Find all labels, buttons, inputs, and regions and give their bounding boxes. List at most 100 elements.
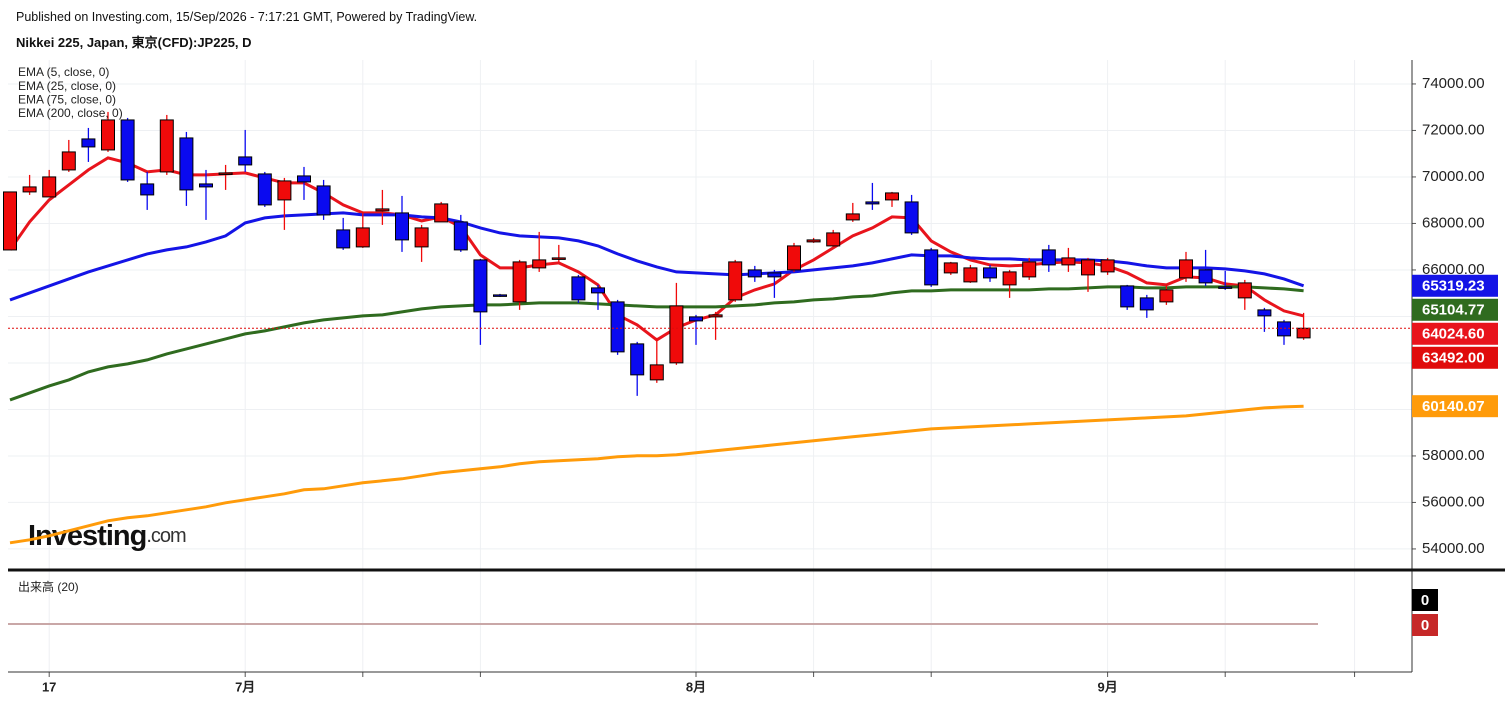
volume-tag <box>1412 589 1438 611</box>
x-tick-label: 7月 <box>235 679 255 694</box>
price-tag <box>1412 274 1498 297</box>
candle-body <box>277 180 292 201</box>
legend-entry: EMA (200, close, 0) <box>18 106 123 120</box>
candle-body <box>649 364 664 381</box>
candle-body <box>610 301 625 353</box>
candle-body <box>532 259 547 269</box>
candle-body <box>943 262 958 274</box>
candle-body <box>1198 269 1213 284</box>
candle-body <box>1179 259 1193 279</box>
price-tag-label: 60140.07 <box>1422 398 1485 415</box>
candle-body <box>512 261 527 303</box>
candle-body <box>61 151 76 171</box>
candle-body <box>904 201 919 234</box>
candle-body <box>689 316 703 322</box>
candle-body <box>708 314 723 318</box>
candle-body <box>257 173 272 206</box>
candle-body <box>179 137 194 191</box>
candle-body <box>414 227 429 248</box>
candle-body <box>453 221 468 251</box>
candle-body <box>963 267 978 283</box>
candle-body <box>101 119 115 151</box>
candle-body <box>22 186 37 193</box>
candle-body <box>1277 321 1291 337</box>
candle-body <box>885 192 899 201</box>
price-tag-label: 65104.77 <box>1422 302 1485 319</box>
candle-body <box>1081 259 1095 276</box>
legend-entry: EMA (5, close, 0) <box>18 65 109 79</box>
ema-line <box>9 404 1304 545</box>
candle-body <box>983 267 997 279</box>
volume-tag-label: 0 <box>1421 617 1429 634</box>
candle-body <box>806 239 821 243</box>
candle-body <box>199 183 213 188</box>
candle-body <box>336 229 351 249</box>
candle-body <box>826 232 841 247</box>
candle-body <box>1041 249 1056 266</box>
price-tag <box>1412 395 1498 418</box>
x-tick-label: 8月 <box>686 679 706 694</box>
candle-body <box>42 176 57 198</box>
candle-body <box>493 294 507 297</box>
price-tag-label: 65319.23 <box>1422 278 1485 295</box>
y-tick-label: 54000.00 <box>1422 540 1485 557</box>
candle-body <box>1120 285 1135 308</box>
price-tag <box>1412 346 1498 369</box>
y-tick-label: 68000.00 <box>1422 214 1485 231</box>
candle-body <box>297 175 311 183</box>
x-tick-label: 9月 <box>1097 679 1117 694</box>
candle-body <box>747 269 762 278</box>
price-tag-label: 64024.60 <box>1422 326 1485 343</box>
legend-entry: EMA (75, close, 0) <box>18 92 116 106</box>
y-tick-label: 70000.00 <box>1422 168 1485 185</box>
candle-body <box>473 259 488 313</box>
candle-body <box>669 305 684 364</box>
candle-body <box>159 119 174 173</box>
candle-body <box>375 208 390 212</box>
candle-body <box>395 212 409 241</box>
candle-body <box>434 203 449 223</box>
x-tick-label: 17 <box>42 679 56 694</box>
volume-label: 出来高 (20) <box>18 579 79 594</box>
grid-layer <box>8 60 1412 672</box>
candle-body <box>787 245 801 271</box>
candle-body <box>591 287 605 294</box>
candle-body <box>1139 297 1154 311</box>
candle-body <box>1061 257 1076 266</box>
candle-body <box>1100 259 1115 273</box>
price-tag <box>1412 298 1498 321</box>
candle-body <box>3 191 17 251</box>
candle-body <box>1022 261 1037 278</box>
candle-body <box>140 183 155 196</box>
candle-body <box>551 257 566 260</box>
published-note: Published on Investing.com, 15/Sep/2026 … <box>16 10 478 24</box>
candle-body <box>865 201 880 205</box>
y-tick-label: 66000.00 <box>1422 261 1485 278</box>
candle-body <box>1257 309 1272 317</box>
instrument-title: Nikkei 225, Japan, 東京(CFD):JP225, D <box>16 35 252 50</box>
y-tick-label: 72000.00 <box>1422 121 1485 138</box>
candle-body <box>238 156 253 166</box>
candle-body <box>218 172 233 175</box>
price-tag <box>1412 322 1498 345</box>
y-tick-label: 74000.00 <box>1422 75 1485 92</box>
y-tick-label: 58000.00 <box>1422 447 1485 464</box>
candle-body <box>1296 327 1311 339</box>
candle-body <box>316 185 331 216</box>
candle-body <box>1237 282 1252 299</box>
candle-body <box>767 272 782 278</box>
volume-tag <box>1412 614 1438 636</box>
candle-body <box>120 119 135 181</box>
candle-body <box>1159 289 1174 303</box>
candle-body <box>728 261 743 301</box>
volume-tag-label: 0 <box>1421 592 1429 609</box>
candle-body <box>1218 286 1233 289</box>
candle-body <box>845 213 860 221</box>
candle-body <box>81 138 96 148</box>
candle-body <box>924 249 939 286</box>
price-tag-label: 63492.00 <box>1422 350 1485 367</box>
candle-body <box>571 276 586 301</box>
watermark-suffix: .com <box>146 525 186 547</box>
